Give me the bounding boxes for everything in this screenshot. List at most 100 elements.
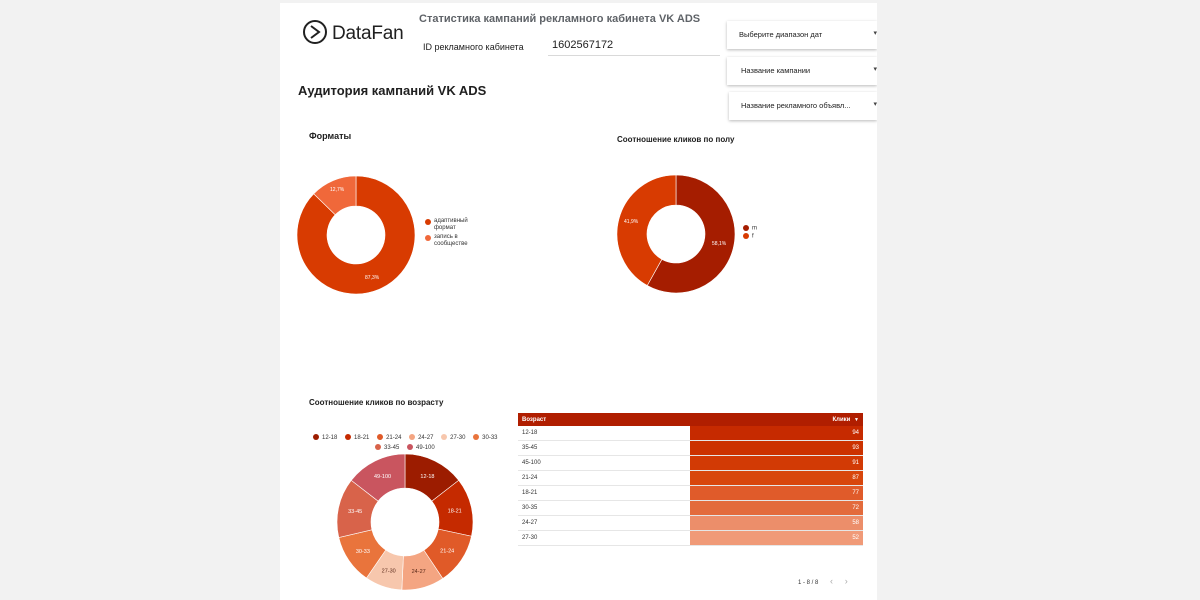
legend-dot	[425, 235, 431, 241]
account-id-value: 1602567172	[548, 39, 720, 56]
legend-label: адаптивный	[434, 218, 468, 224]
table-cell-clicks: 77	[690, 485, 863, 501]
pagination: 1 - 8 / 8 ‹ ›	[798, 576, 868, 586]
legend-label: 21-24	[386, 434, 402, 441]
section-title: Аудитория кампаний VK ADS	[298, 83, 487, 98]
report-page: DataFan Статистика кампаний рекламного к…	[280, 3, 877, 600]
formats-donut-chart	[296, 175, 416, 295]
formats-slice-запись-в-сообществе	[313, 175, 357, 216]
age-slice-label: 18-21	[448, 509, 462, 515]
report-title: Статистика кампаний рекламного кабинета …	[419, 13, 701, 25]
table-cell-age: 18-21	[518, 485, 690, 501]
account-id-label: ID рекламного кабинета	[423, 42, 524, 52]
age-legend-row-2: 33-45 49-100	[375, 444, 435, 451]
datafan-logo-icon	[303, 20, 327, 44]
legend-label: 12-18	[322, 434, 338, 441]
logo-text: DataFan	[332, 23, 404, 44]
chevron-down-icon: ▾	[873, 101, 877, 108]
prev-page-icon[interactable]: ‹	[830, 576, 834, 586]
legend-label: 30-33	[482, 434, 498, 441]
formats-slice-адаптивный-формат	[296, 175, 416, 295]
legend-item: f	[743, 232, 757, 241]
age-chart-title: Соотношение кликов по возрасту	[309, 398, 444, 407]
legend-dot	[425, 219, 431, 225]
legend-dot	[473, 434, 480, 440]
table-row: 35-45 93	[518, 440, 863, 456]
legend-label: 49-100	[416, 444, 435, 451]
ad-name-filter[interactable]: Название рекламного объявл... ▾	[729, 92, 877, 120]
legend-item: 27-30	[441, 434, 466, 441]
legend-dot	[377, 434, 384, 440]
gender-legend: m f	[743, 225, 757, 240]
age-clicks-table: Возраст Клики ▼ 12-18 94 35-45 93 45-100 91 21…	[518, 413, 863, 546]
legend-item: m	[743, 225, 757, 233]
column-header-clicks-label: Клики	[832, 416, 851, 423]
campaign-name-filter[interactable]: Название кампании ▾	[727, 57, 877, 85]
legend-label: 27-30	[450, 434, 466, 441]
table-cell-clicks: 91	[690, 455, 863, 471]
column-header-age[interactable]: Возраст	[518, 413, 690, 426]
legend-dot	[409, 434, 416, 440]
table-header-row: Возраст Клики ▼	[518, 413, 863, 426]
legend-label: 18-21	[354, 434, 370, 441]
age-slice-label: 49-100	[374, 474, 391, 480]
legend-dot	[441, 434, 448, 440]
legend-dot	[313, 434, 319, 440]
table-cell-clicks: 58	[690, 515, 863, 531]
legend-item: 33-45	[375, 444, 400, 451]
gender-slice-label-f: 41,9%	[624, 219, 639, 225]
formats-legend: адаптивный формат запись в сообществе	[425, 218, 468, 248]
table-cell-age: 35-45	[518, 440, 690, 456]
column-header-clicks[interactable]: Клики ▼	[690, 413, 863, 426]
next-page-icon[interactable]: ›	[844, 576, 848, 586]
legend-item: 30-33	[473, 434, 498, 441]
legend-label: 24-27	[418, 434, 434, 441]
chevron-down-icon: ▾	[873, 30, 877, 37]
table-cell-age: 30-35	[518, 500, 690, 516]
sort-desc-icon: ▼	[854, 416, 859, 423]
table-row: 30-35 72	[518, 500, 863, 516]
formats-chart-title: Форматы	[309, 131, 352, 141]
legend-label: сообществе	[434, 241, 468, 247]
table-body: 12-18 94 35-45 93 45-100 91 21-24 87 18-21 77 30-3…	[518, 426, 863, 546]
table-cell-age: 27-30	[518, 530, 690, 546]
data-table: Возраст Клики ▼ 12-18 94 35-45 93 45-100 91 21…	[518, 413, 863, 546]
table-row: 27-30 52	[518, 530, 863, 546]
legend-label: 33-45	[384, 444, 400, 451]
age-legend: 12-18 18-21 21-24 24-27 27-30 30-33	[313, 434, 498, 441]
table-row: 45-100 91	[518, 455, 863, 471]
age-slice-label: 21-24	[440, 549, 454, 555]
legend-label: m	[752, 225, 757, 232]
age-slice-label: 12-18	[420, 474, 434, 480]
legend-item: 24-27	[409, 434, 434, 441]
legend-item: 12-18	[313, 434, 338, 441]
datafan-logo: DataFan	[302, 19, 404, 47]
date-range-filter[interactable]: Выберите диапазон дат ▾	[727, 21, 877, 49]
legend-item: 18-21	[345, 434, 370, 441]
age-slice-label: 30-33	[356, 549, 370, 555]
gender-donut-chart	[616, 174, 736, 294]
chevron-down-icon: ▾	[873, 66, 877, 73]
legend-label: запись в	[434, 234, 458, 240]
table-cell-age: 12-18	[518, 426, 690, 441]
ad-name-filter-label: Название рекламного объявл...	[741, 101, 851, 110]
table-row: 12-18 94	[518, 426, 863, 441]
table-cell-clicks: 87	[690, 470, 863, 486]
table-cell-clicks: 94	[690, 426, 863, 441]
formats-slice-label-small: 12,7%	[330, 187, 345, 193]
legend-item: адаптивный формат	[425, 218, 468, 232]
gender-slice-m	[646, 174, 736, 294]
date-range-filter-label: Выберите диапазон дат	[739, 30, 823, 39]
formats-slice-label-main: 87,3%	[365, 275, 380, 281]
table-cell-clicks: 52	[690, 530, 863, 546]
table-cell-clicks: 93	[690, 440, 863, 456]
table-row: 21-24 87	[518, 470, 863, 486]
legend-item: запись в сообществе	[425, 234, 468, 248]
gender-slice-f	[616, 174, 677, 286]
legend-item: 49-100	[407, 444, 435, 451]
table-row: 18-21 77	[518, 485, 863, 501]
campaign-name-filter-label: Название кампании	[741, 66, 811, 75]
age-slice-49-100	[350, 454, 406, 502]
age-slice-label: 24-27	[412, 569, 426, 575]
legend-dot	[743, 232, 749, 239]
